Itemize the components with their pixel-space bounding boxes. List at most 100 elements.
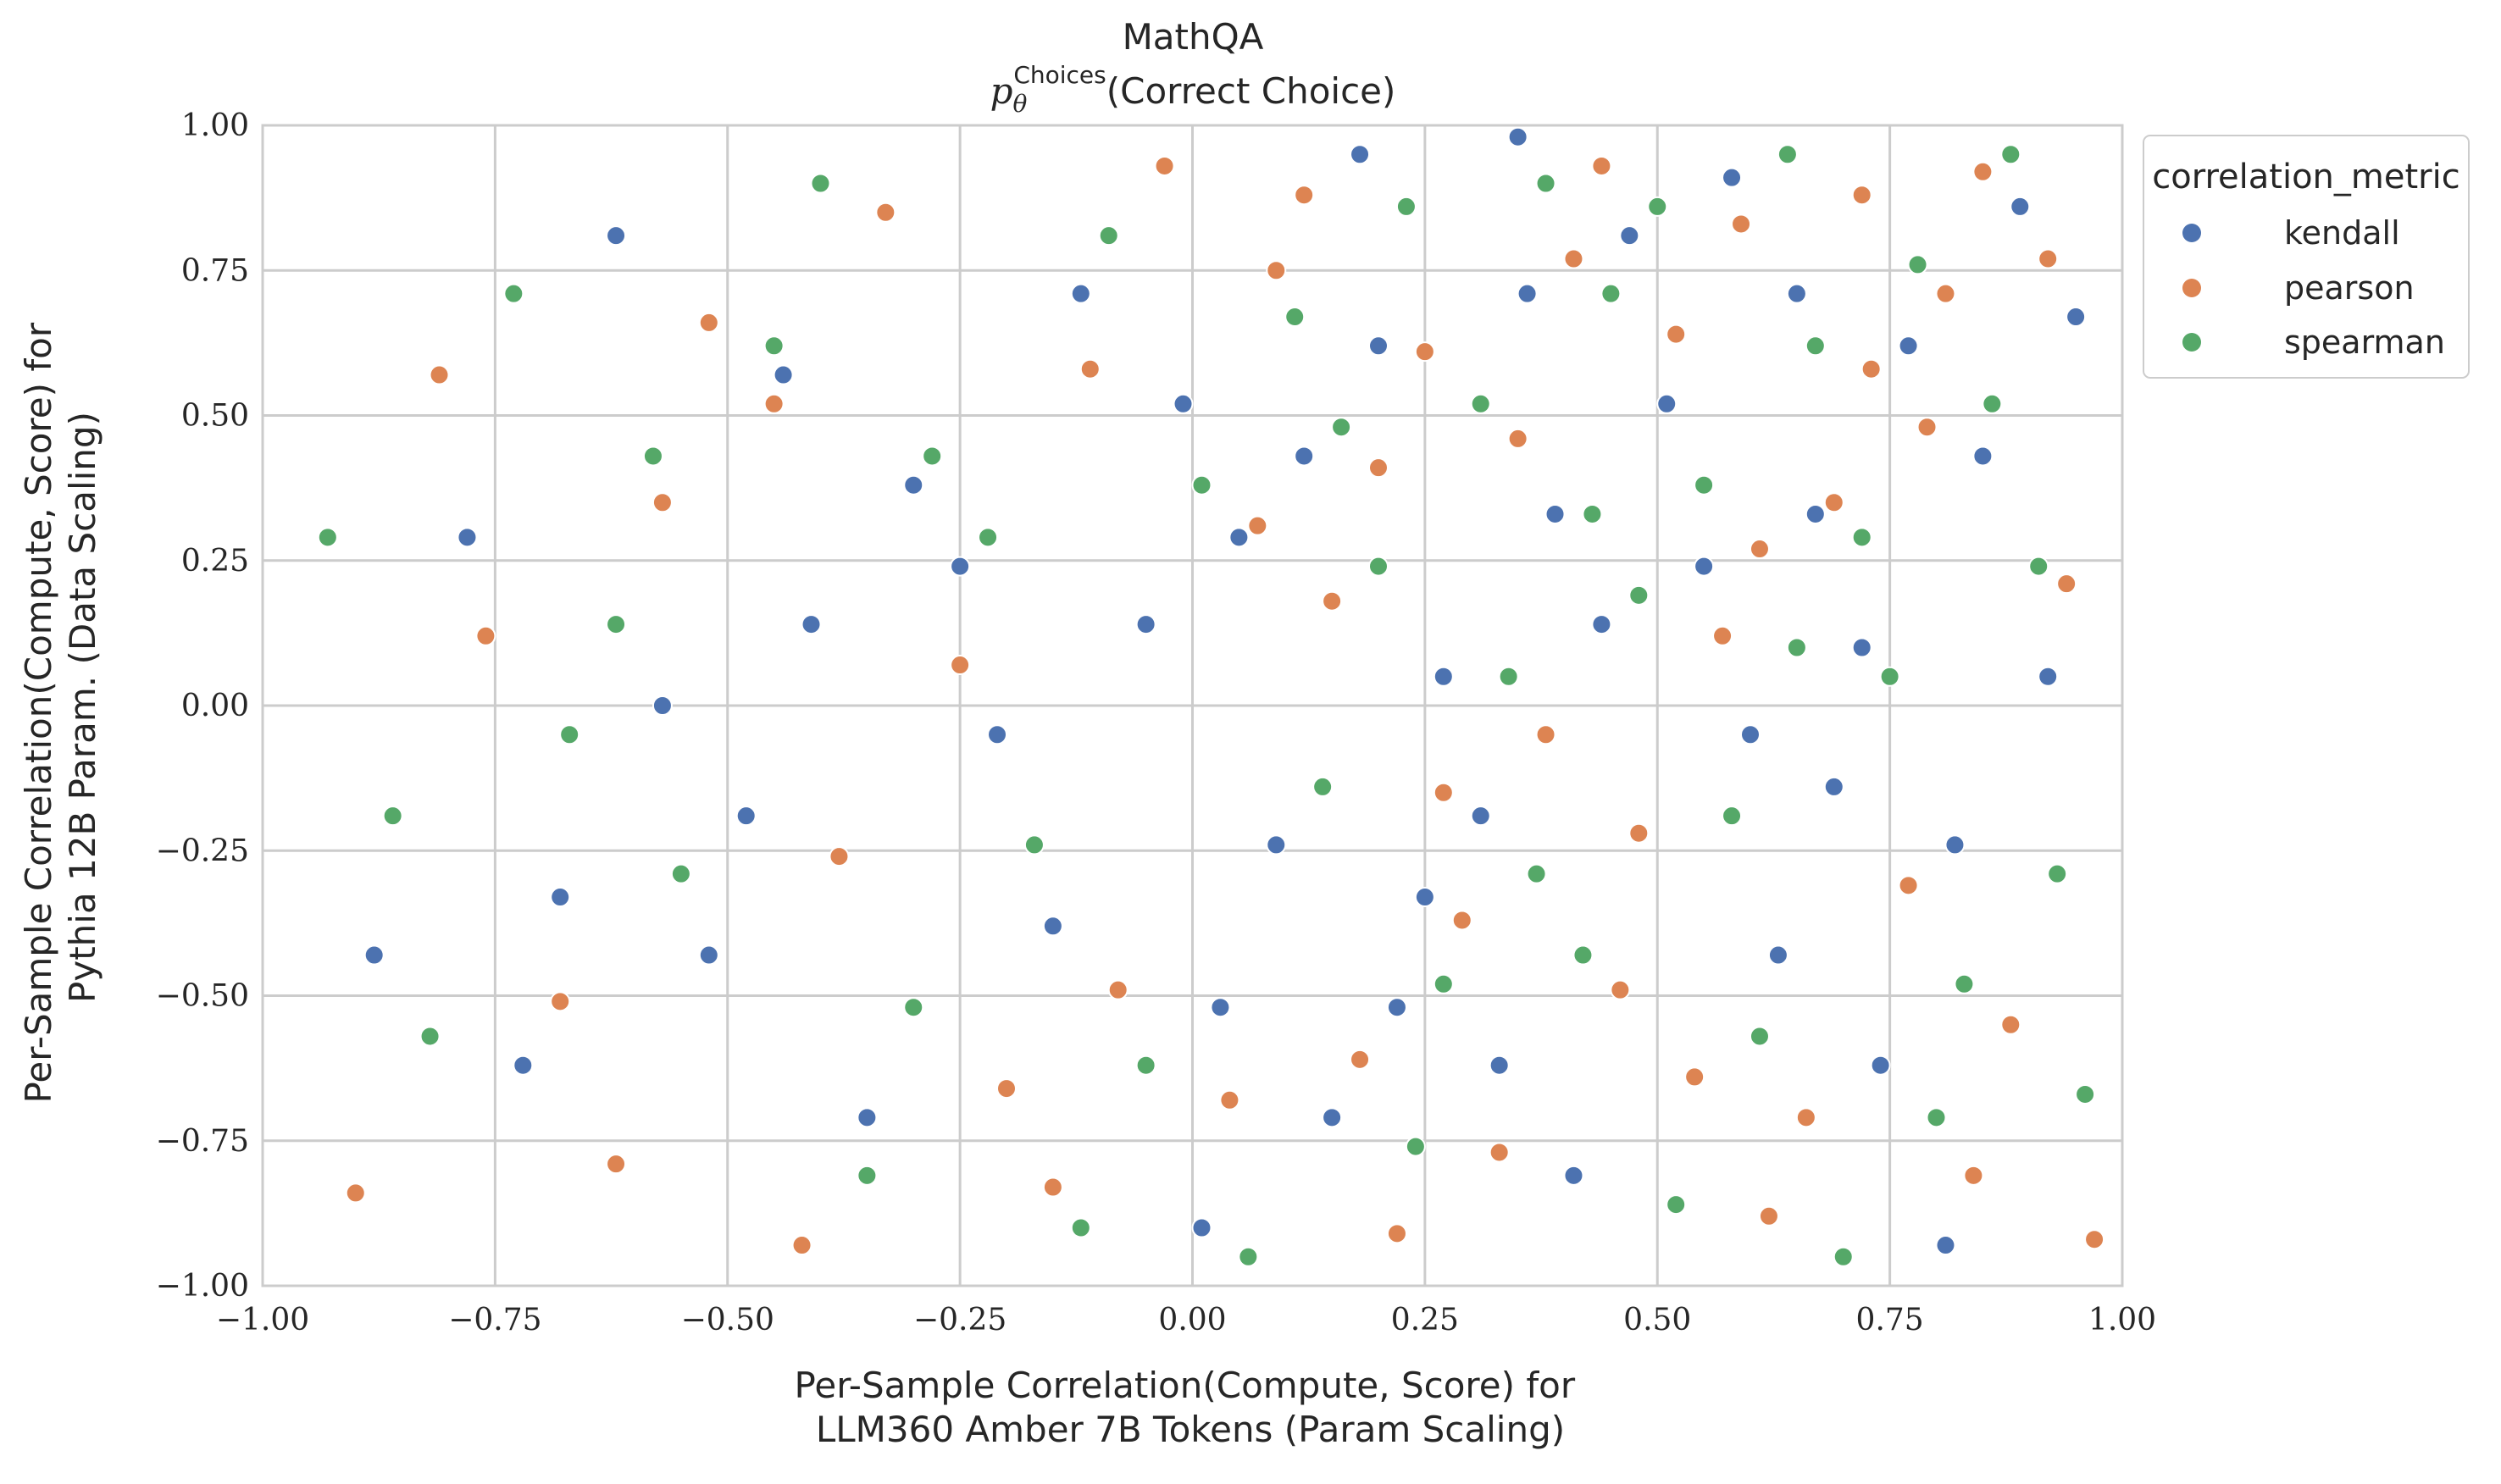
scatter-point-pearson — [1795, 1107, 1816, 1128]
scatter-point-pearson — [875, 202, 896, 223]
legend-marker-spearman — [2182, 333, 2201, 352]
scatter-point-pearson — [1489, 1142, 1510, 1163]
scatter-point-kendall — [2066, 307, 2087, 328]
chart-title: MathQA — [1123, 16, 1264, 58]
x-tick-label: 0.25 — [1391, 1303, 1459, 1337]
scatter-point-pearson — [1666, 324, 1687, 345]
scatter-point-spearman — [1582, 503, 1603, 524]
scatter-point-spearman — [1526, 863, 1547, 884]
scatter-point-pearson — [1266, 260, 1287, 281]
legend: correlation_metric kendall pearson spear… — [2143, 135, 2470, 379]
scatter-point-spearman — [1694, 474, 1715, 496]
scatter-point-pearson — [1433, 782, 1454, 803]
y-axis-label: Per-Sample Correlation(Compute, Score) f… — [18, 312, 103, 1104]
scatter-point-pearson — [1154, 155, 1175, 176]
scatter-point-kendall — [1386, 997, 1407, 1018]
scatter-point-pearson — [652, 492, 673, 513]
scatter-point-spearman — [1628, 584, 1650, 606]
scatter-point-pearson — [1322, 590, 1343, 612]
scatter-point-kendall — [1350, 144, 1371, 165]
scatter-point-spearman — [1647, 196, 1668, 217]
scatter-point-pearson — [345, 1182, 366, 1204]
scatter-point-spearman — [922, 446, 943, 467]
scatter-point-pearson — [1823, 492, 1844, 513]
scatter-point-pearson — [1386, 1223, 1407, 1244]
scatter-point-spearman — [1135, 1055, 1156, 1076]
scatter-point-kendall — [1786, 283, 1807, 304]
y-axis-label-line1: Per-Sample Correlation(Compute, Score) f… — [18, 322, 59, 1103]
x-tick-label: 0.75 — [1856, 1303, 1924, 1337]
subtitle-symbol: p — [990, 70, 1013, 112]
scatter-point-spearman — [419, 1026, 441, 1047]
scatter-point-spearman — [1926, 1107, 1947, 1128]
x-tick-labels: −1.00 −0.75 −0.50 −0.25 0.00 0.25 0.50 0.75 1.00 — [216, 1303, 2156, 1337]
scatter-point-pearson — [1851, 185, 1872, 206]
legend-marker-pearson — [2182, 279, 2201, 297]
x-tick-label: 0.00 — [1158, 1303, 1226, 1337]
scatter-point-kendall — [857, 1107, 878, 1128]
scatter-point-kendall — [1070, 283, 1091, 304]
scatter-point-pearson — [791, 1235, 812, 1256]
scatter-point-kendall — [1228, 527, 1250, 548]
scatter-point-kendall — [735, 806, 757, 827]
scatter-point-pearson — [950, 655, 971, 676]
scatter-point-spearman — [642, 446, 663, 467]
scatter-point-pearson — [2084, 1229, 2105, 1250]
scatter-point-pearson — [1507, 428, 1528, 449]
scatter-point-kendall — [801, 614, 822, 635]
scatter-point-kendall — [1517, 283, 1538, 304]
scatter-point-spearman — [1098, 225, 1119, 246]
x-axis-label: Per-Sample Correlation(Compute, Score) f… — [795, 1365, 1587, 1450]
scatter-point-spearman — [810, 173, 831, 194]
scatter-point-kendall — [1489, 1055, 1510, 1076]
scatter-point-spearman — [857, 1165, 878, 1186]
scatter-point-spearman — [1954, 973, 1975, 994]
scatter-point-kendall — [1191, 1217, 1212, 1238]
y-tick-label: 0.00 — [181, 689, 249, 723]
scatter-point-kendall — [513, 1055, 534, 1076]
legend-label-spearman: spearman — [2284, 324, 2445, 361]
y-tick-label: 0.50 — [181, 399, 249, 434]
scatter-point-kendall — [1823, 776, 1844, 797]
scatter-point-pearson — [1535, 724, 1556, 745]
scatter-point-pearson — [1591, 155, 1612, 176]
scatter-point-kendall — [698, 944, 719, 966]
scatter-point-pearson — [1963, 1165, 1984, 1186]
scatter-point-kendall — [1935, 1235, 1956, 1256]
scatter-point-pearson — [475, 625, 496, 646]
scatter-point-spearman — [1907, 254, 1928, 275]
scatter-point-pearson — [1294, 185, 1315, 206]
scatter-point-pearson — [1042, 1177, 1063, 1198]
scatter-point-pearson — [1684, 1066, 1705, 1088]
x-tick-label: −1.00 — [216, 1303, 309, 1337]
scatter-point-kendall — [1805, 503, 1826, 524]
scatter-point-spearman — [1600, 283, 1622, 304]
scatter-point-kendall — [1173, 393, 1194, 414]
x-tick-label: −0.25 — [913, 1303, 1006, 1337]
y-tick-label: −0.50 — [156, 979, 249, 1014]
scatter-point-kendall — [1898, 335, 1919, 357]
scatter-point-pearson — [606, 1154, 627, 1175]
scatter-point-kendall — [1470, 806, 1491, 827]
scatter-point-pearson — [1350, 1049, 1371, 1070]
scatter-point-kendall — [1135, 614, 1156, 635]
scatter-point-spearman — [763, 335, 785, 357]
scatter-point-spearman — [1749, 1026, 1770, 1047]
scatter-point-spearman — [1851, 527, 1872, 548]
scatter-point-kendall — [1322, 1107, 1343, 1128]
x-tick-label: 0.50 — [1623, 1303, 1691, 1337]
scatter-point-pearson — [1628, 822, 1650, 844]
scatter-point-spearman — [1331, 417, 1352, 438]
scatter-point-pearson — [1972, 161, 1994, 182]
scatter-point-kendall — [1740, 724, 1761, 745]
scatter-point-kendall — [363, 944, 385, 966]
scatter-point-spearman — [559, 724, 580, 745]
scatter-point-kendall — [1507, 126, 1528, 147]
y-tick-labels: −1.00 −0.75 −0.50 −0.25 0.00 0.25 0.50 0.75 1.00 — [156, 108, 249, 1304]
scatter-point-pearson — [1368, 457, 1389, 479]
scatter-point-pearson — [996, 1078, 1017, 1099]
scatter-point-pearson — [1563, 248, 1584, 269]
x-axis-label-line2: LLM360 Amber 7B Tokens (Param Scaling) — [816, 1409, 1565, 1450]
scatter-point-spearman — [503, 283, 524, 304]
scatter-point-spearman — [1368, 556, 1389, 577]
